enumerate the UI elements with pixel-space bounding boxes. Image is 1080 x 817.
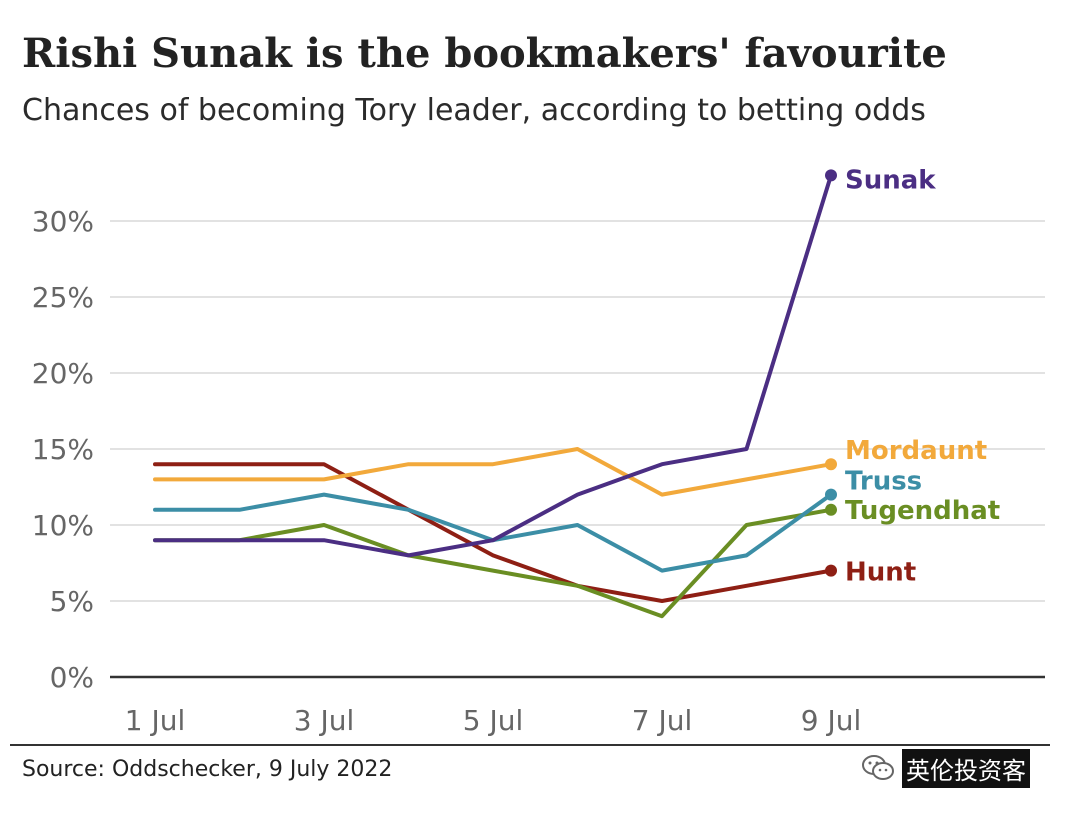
y-tick-label: 20% (32, 357, 94, 390)
footer-rule (10, 744, 1050, 746)
x-axis-tick-labels: 1 Jul 3 Jul 5 Jul 7 Jul 9 Jul (125, 704, 862, 737)
x-tick-label: 5 Jul (463, 704, 524, 737)
x-tick-label: 1 Jul (125, 704, 186, 737)
line-chart: 0% 5% 10% 15% 20% 25% 30% 1 Jul 3 Jul 5 Jul 7 Jul… (32, 165, 1045, 737)
y-axis-tick-labels: 0% 5% 10% 15% 20% 25% 30% (32, 205, 94, 694)
y-tick-label: 30% (32, 205, 94, 238)
x-tick-label: 9 Jul (801, 704, 862, 737)
series-label-sunak: Sunak (845, 165, 936, 195)
y-tick-label: 0% (50, 661, 94, 694)
end-point-mordaunt (825, 458, 837, 471)
series-line-truss (153, 492, 833, 573)
wechat-icon (862, 755, 894, 780)
series-label-tugendhat: Tugendhat (845, 496, 1000, 526)
y-tick-label: 10% (32, 509, 94, 542)
series-label-hunt: Hunt (845, 558, 916, 588)
y-tick-label: 25% (32, 281, 94, 314)
y-tick-label: 15% (32, 433, 94, 466)
series-lines (153, 169, 837, 619)
y-tick-label: 5% (50, 585, 94, 618)
series-line-mordaunt (153, 447, 833, 497)
series-line-tugendhat (153, 507, 833, 619)
series-label-mordaunt: Mordaunt (845, 436, 987, 466)
series-label-truss: Truss (845, 467, 922, 497)
chart-subtitle: Chances of becoming Tory leader, accordi… (22, 93, 926, 128)
x-tick-label: 7 Jul (632, 704, 693, 737)
watermark-text: 英伦投资客 (902, 748, 1030, 788)
source-note: Source: Oddschecker, 9 July 2022 (22, 757, 393, 782)
series-line-sunak (153, 173, 833, 558)
end-point-tugendhat (825, 503, 837, 516)
x-tick-label: 3 Jul (294, 704, 355, 737)
end-point-hunt (825, 564, 837, 577)
end-point-truss (825, 488, 837, 501)
chart-title: Rishi Sunak is the bookmakers' favourite (22, 30, 947, 77)
watermark: 英伦投资客 (860, 748, 1030, 788)
series-line-hunt (153, 462, 833, 603)
end-point-sunak (825, 169, 837, 182)
